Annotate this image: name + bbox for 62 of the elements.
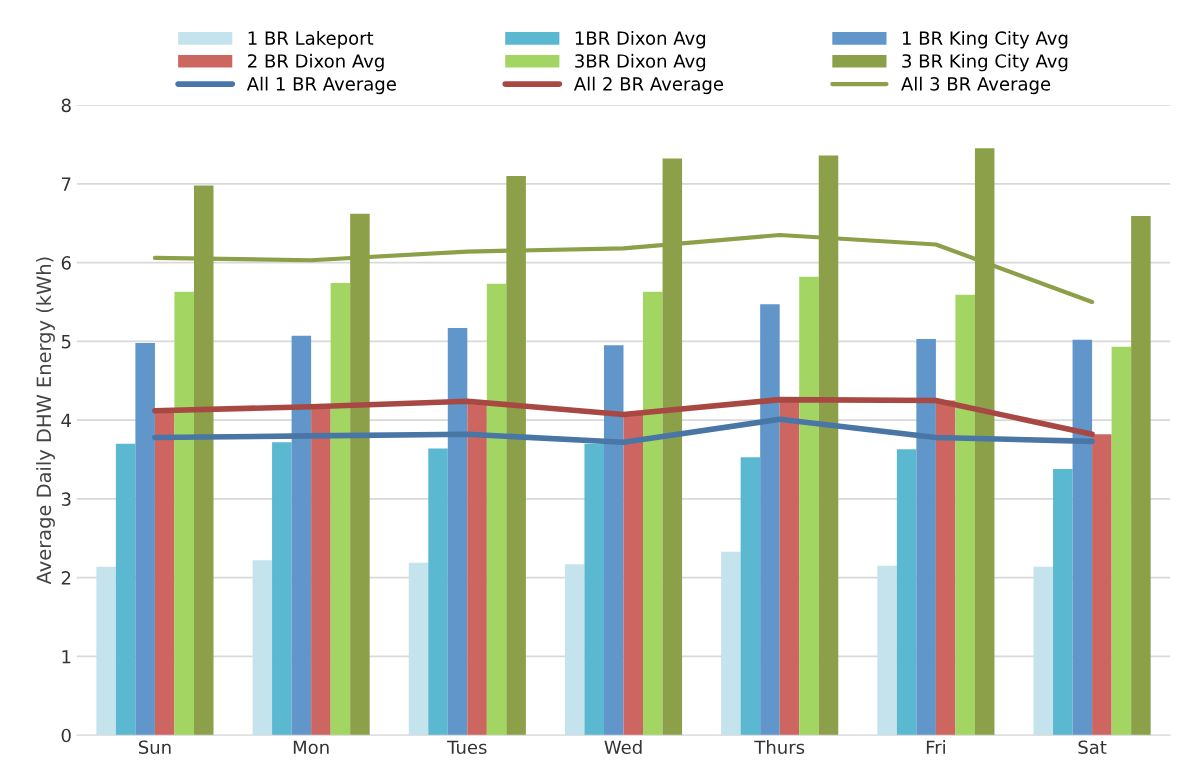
bar xyxy=(96,566,116,736)
bar xyxy=(1072,339,1093,736)
bar xyxy=(564,564,585,736)
bar xyxy=(896,449,917,736)
legend-label: 3BR Dixon Avg xyxy=(575,53,706,72)
x-tick-label: Sat xyxy=(1078,740,1107,755)
y-axis-title: Average Daily DHW Energy (kWh) xyxy=(36,257,55,585)
legend-label: All 2 BR Average xyxy=(573,76,724,95)
bar xyxy=(623,414,644,736)
x-tick-label: Mon xyxy=(293,740,329,755)
bar xyxy=(1092,434,1112,736)
bar xyxy=(1131,216,1151,736)
bar xyxy=(174,291,194,736)
legend-label: 2 BR Dixon Avg xyxy=(248,53,384,72)
bar xyxy=(252,560,273,736)
bar xyxy=(1111,346,1132,736)
y-tick-label: 1 xyxy=(62,650,71,664)
legend-label: All 3 BR Average xyxy=(901,76,1051,95)
legend-label: 1 BR Lakeport xyxy=(248,30,374,49)
x-tick-label: Sun xyxy=(138,740,171,755)
bar xyxy=(272,442,292,736)
bar xyxy=(721,551,741,736)
bar xyxy=(740,457,761,736)
bar xyxy=(291,335,312,736)
y-tick-label: 4 xyxy=(61,413,71,427)
y-tick-label: 7 xyxy=(61,177,71,191)
y-tick-label: 2 xyxy=(61,571,71,585)
legend-label: 1BR Dixon Avg xyxy=(575,30,706,49)
x-tick-label: Wed xyxy=(604,740,642,755)
y-tick-label: 5 xyxy=(61,335,71,349)
bar xyxy=(935,400,956,736)
bar xyxy=(916,338,936,736)
bar xyxy=(584,443,604,736)
bar xyxy=(428,448,448,736)
legend-label: 3 BR King City Avg xyxy=(902,53,1068,72)
bar xyxy=(135,342,155,736)
y-tick-label: 0 xyxy=(61,728,71,743)
x-tick-label: Thurs xyxy=(754,740,805,755)
bar xyxy=(467,401,487,736)
bar xyxy=(311,406,331,736)
x-tick-label: Tues xyxy=(447,740,487,755)
bar xyxy=(603,345,624,736)
bar xyxy=(1033,566,1054,736)
bar xyxy=(154,410,175,736)
bar xyxy=(330,283,351,736)
bar xyxy=(779,399,800,736)
y-tick-label: 8 xyxy=(61,98,71,113)
bar xyxy=(760,304,780,736)
bar xyxy=(447,327,468,736)
legend-label: 1 BR King City Avg xyxy=(902,30,1068,49)
legend-label: All 1 BR Average xyxy=(246,76,396,95)
y-tick-label: 3 xyxy=(61,492,71,507)
bar xyxy=(1053,468,1073,736)
bar xyxy=(643,291,663,736)
x-tick-label: Fri xyxy=(926,740,945,754)
bar xyxy=(799,276,819,736)
bar xyxy=(486,283,507,736)
y-tick-label: 6 xyxy=(61,256,71,270)
bar xyxy=(955,294,975,736)
bar xyxy=(115,443,136,736)
bar xyxy=(877,565,897,736)
bar xyxy=(408,562,429,736)
